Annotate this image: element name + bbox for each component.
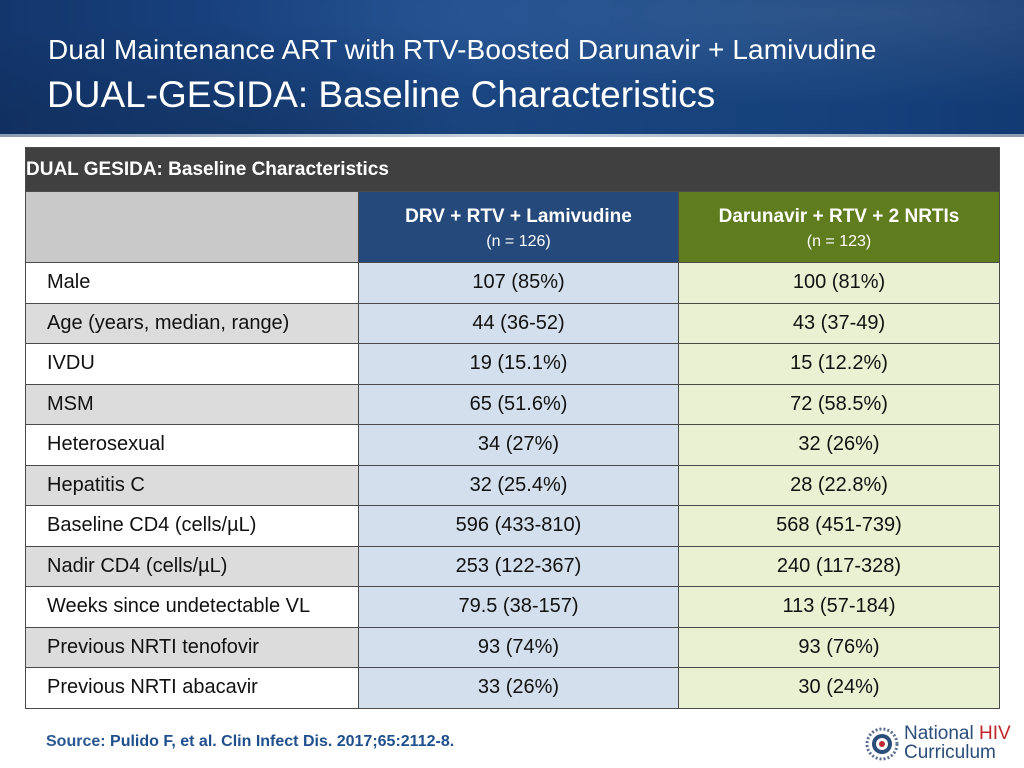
arm1-value: 107 (85%) bbox=[358, 262, 679, 304]
table-row: Heterosexual 34 (27%) 32 (26%) bbox=[25, 424, 1000, 466]
source-citation: Source: Pulido F, et al. Clin Infect Dis… bbox=[46, 733, 454, 751]
table-title-row: DUAL GESIDA: Baseline Characteristics bbox=[25, 147, 1000, 192]
row-label: Previous NRTI abacavir bbox=[25, 667, 359, 709]
row-label: Nadir CD4 (cells/µL) bbox=[25, 545, 359, 587]
table-row: Baseline CD4 (cells/µL) 596 (433-810) 56… bbox=[25, 505, 1000, 547]
arm-sample-size: (n = 123) bbox=[806, 232, 872, 250]
table-row: IVDU 19 (15.1%) 15 (12.2%) bbox=[25, 343, 1000, 385]
national-hiv-curriculum-logo: National HIV Curriculum bbox=[864, 724, 1014, 764]
table-row: Age (years, median, range) 44 (36-52) 43… bbox=[25, 302, 1000, 344]
seal-icon bbox=[865, 727, 899, 761]
arm1-value: 65 (51.6%) bbox=[358, 383, 679, 425]
arm-label: Darunavir + RTV + 2 NRTIs bbox=[718, 205, 960, 227]
logo-word-hiv: HIV bbox=[979, 723, 1011, 744]
table-row: Hepatitis C 32 (25.4%) 28 (22.8%) bbox=[25, 464, 1000, 506]
arm2-value: 15 (12.2%) bbox=[678, 343, 1000, 385]
arm1-value: 596 (433-810) bbox=[358, 505, 679, 547]
row-label: IVDU bbox=[25, 343, 359, 385]
arm1-value: 32 (25.4%) bbox=[358, 464, 679, 506]
header-divider bbox=[0, 134, 1024, 137]
arm1-value: 93 (74%) bbox=[358, 626, 679, 668]
arm1-value: 33 (26%) bbox=[358, 667, 679, 709]
logo-word-curriculum: Curriculum bbox=[904, 742, 996, 763]
arm1-value: 19 (15.1%) bbox=[358, 343, 679, 385]
header-blank-cell bbox=[25, 191, 359, 263]
row-label: Baseline CD4 (cells/µL) bbox=[25, 505, 359, 547]
arm2-value: 568 (451-739) bbox=[678, 505, 1000, 547]
row-label: Hepatitis C bbox=[25, 464, 359, 506]
arm2-value: 93 (76%) bbox=[678, 626, 1000, 668]
arm2-value: 30 (24%) bbox=[678, 667, 1000, 709]
row-label: Previous NRTI tenofovir bbox=[25, 626, 359, 668]
table-row: Weeks since undetectable VL 79.5 (38-157… bbox=[25, 586, 1000, 628]
arm-header-darunavir-rtv-2nrtis: Darunavir + RTV + 2 NRTIs (n = 123) bbox=[678, 191, 1000, 263]
source-reference: Pulido F, et al. Clin Infect Dis. 2017;6… bbox=[110, 733, 455, 750]
arm2-value: 43 (37-49) bbox=[678, 302, 1000, 344]
table-row: Nadir CD4 (cells/µL) 253 (122-367) 240 (… bbox=[25, 545, 1000, 587]
row-label: Male bbox=[25, 262, 359, 304]
arm2-value: 28 (22.8%) bbox=[678, 464, 1000, 506]
row-label: Weeks since undetectable VL bbox=[25, 586, 359, 628]
row-label: Age (years, median, range) bbox=[25, 302, 359, 344]
table-header-row: DRV + RTV + Lamivudine (n = 126) Darunav… bbox=[25, 191, 1000, 263]
slide-header: Dual Maintenance ART with RTV-Boosted Da… bbox=[0, 0, 1024, 134]
source-label: Source: bbox=[46, 733, 106, 750]
row-label: MSM bbox=[25, 383, 359, 425]
baseline-characteristics-table: DUAL GESIDA: Baseline Characteristics DR… bbox=[25, 147, 1000, 709]
table-row: MSM 65 (51.6%) 72 (58.5%) bbox=[25, 383, 1000, 425]
arm-header-drv-rtv-lamivudine: DRV + RTV + Lamivudine (n = 126) bbox=[358, 191, 679, 263]
slide-subtitle: Dual Maintenance ART with RTV-Boosted Da… bbox=[48, 34, 877, 65]
logo-word-national: National bbox=[904, 723, 974, 744]
arm2-value: 100 (81%) bbox=[678, 262, 1000, 304]
arm1-value: 253 (122-367) bbox=[358, 545, 679, 587]
arm2-value: 113 (57-184) bbox=[678, 586, 1000, 628]
table-row: Male 107 (85%) 100 (81%) bbox=[25, 262, 1000, 304]
arm1-value: 34 (27%) bbox=[358, 424, 679, 466]
table-row: Previous NRTI abacavir 33 (26%) 30 (24%) bbox=[25, 667, 1000, 709]
arm2-value: 32 (26%) bbox=[678, 424, 1000, 466]
arm2-value: 72 (58.5%) bbox=[678, 383, 1000, 425]
row-label: Heterosexual bbox=[25, 424, 359, 466]
arm-sample-size: (n = 126) bbox=[486, 232, 551, 250]
logo-wordmark: National HIV Curriculum bbox=[904, 724, 1011, 762]
table-row: Previous NRTI tenofovir 93 (74%) 93 (76%… bbox=[25, 626, 1000, 668]
arm1-value: 79.5 (38-157) bbox=[358, 586, 679, 628]
arm1-value: 44 (36-52) bbox=[358, 302, 679, 344]
arm2-value: 240 (117-328) bbox=[678, 545, 1000, 587]
arm-label: DRV + RTV + Lamivudine bbox=[405, 205, 632, 227]
table-title: DUAL GESIDA: Baseline Characteristics bbox=[25, 147, 1000, 192]
slide-title: DUAL-GESIDA: Baseline Characteristics bbox=[47, 74, 716, 115]
